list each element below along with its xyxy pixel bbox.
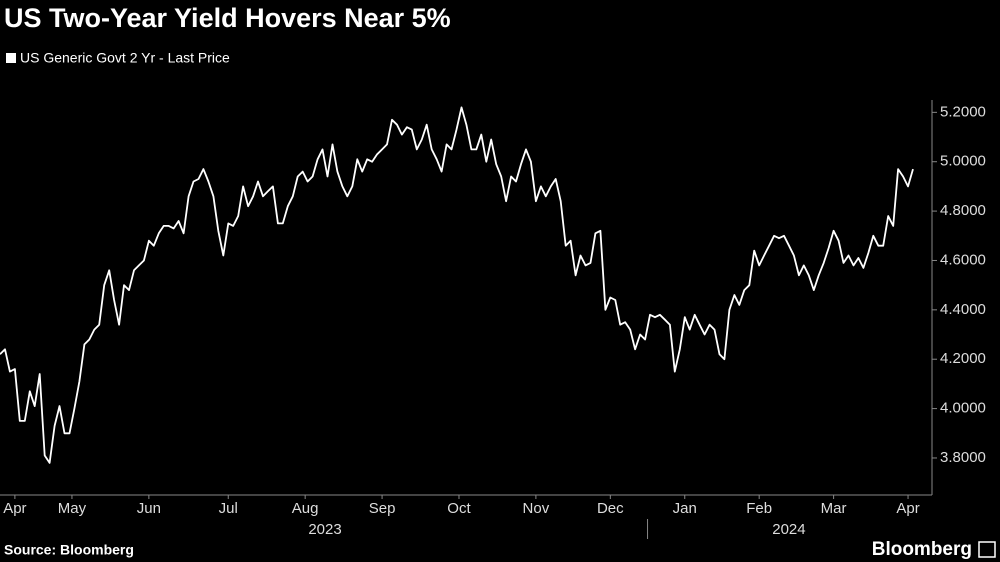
y-tick-label: 4.4000: [940, 301, 986, 318]
x-tick-label: Aug: [292, 500, 319, 517]
x-tick-label: Jun: [137, 500, 161, 517]
y-tick-label: 4.8000: [940, 202, 986, 219]
legend-swatch: [6, 53, 16, 63]
x-tick-label: Sep: [369, 500, 396, 517]
x-tick-label: Jul: [219, 500, 238, 517]
x-tick-label: May: [58, 500, 87, 517]
legend-label: US Generic Govt 2 Yr - Last Price: [20, 50, 230, 66]
x-tick-label: Mar: [821, 500, 847, 517]
y-tick-label: 5.0000: [940, 153, 986, 170]
y-tick-label: 4.6000: [940, 251, 986, 268]
x-tick-label: Apr: [896, 500, 919, 517]
y-tick-label: 3.8000: [940, 449, 986, 466]
y-tick-label: 4.0000: [940, 400, 986, 417]
year-label: 2023: [308, 521, 341, 538]
x-tick-label: Nov: [523, 500, 550, 517]
x-tick-label: Apr: [3, 500, 26, 517]
brand: Bloomberg: [872, 539, 972, 560]
source: Source: Bloomberg: [4, 542, 134, 558]
year-label: 2024: [772, 521, 805, 538]
brand-icon: [978, 541, 996, 558]
x-tick-label: Feb: [746, 500, 772, 517]
line-series: [0, 106, 914, 464]
x-tick-label: Oct: [447, 500, 471, 517]
y-tick-label: 5.2000: [940, 103, 986, 120]
chart-title: US Two-Year Yield Hovers Near 5%: [4, 3, 451, 33]
x-tick-label: Jan: [673, 500, 697, 517]
x-tick-label: Dec: [597, 500, 624, 517]
y-tick-label: 4.2000: [940, 350, 986, 367]
